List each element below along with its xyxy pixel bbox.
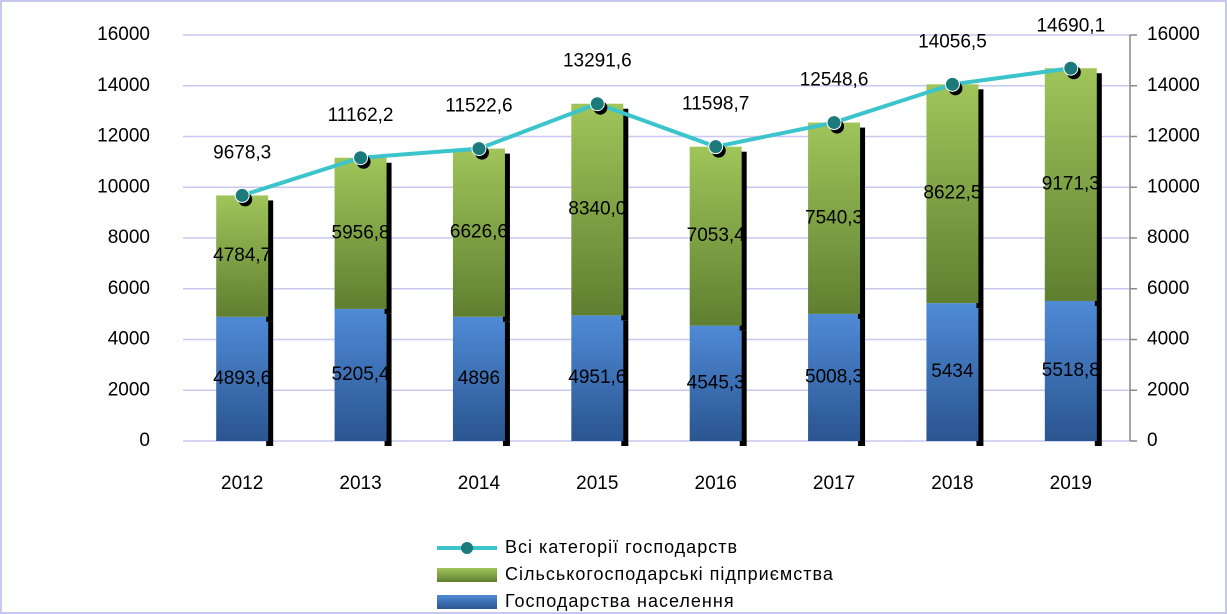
marker [471, 141, 487, 157]
bar [571, 315, 624, 441]
y-tick-label: 2000 [108, 379, 150, 400]
x-tick-label: 2018 [931, 473, 973, 494]
bar [216, 195, 269, 317]
value-label: 5434 [931, 361, 974, 382]
marker [826, 115, 842, 131]
y2-tick-label: 16000 [1147, 24, 1200, 45]
x-tick-label: 2012 [221, 473, 263, 494]
y-tick-label: 8000 [108, 227, 150, 248]
value-label: 5008,3 [805, 366, 863, 387]
marker [708, 139, 724, 155]
legend-marker [461, 542, 473, 554]
value-label: 5205,4 [332, 364, 391, 385]
bar-shadow [502, 153, 510, 322]
value-label: 8340,0 [568, 199, 626, 220]
bar [808, 122, 861, 314]
bar [1044, 300, 1097, 441]
y-tick-label: 0 [139, 430, 150, 451]
bar-shadow [621, 320, 629, 446]
marker [589, 96, 605, 112]
bar-shadow [739, 330, 747, 446]
value-label: 4951,6 [568, 367, 626, 388]
bar [334, 308, 387, 441]
bar [334, 157, 387, 309]
y-tick-label: 4000 [108, 329, 150, 350]
value-label: 4896 [458, 368, 500, 389]
value-label: 4893,6 [213, 368, 271, 389]
bar-shadow [858, 318, 866, 446]
bar-shadow [1094, 305, 1102, 446]
legend-label: Всі категорії господарств [505, 537, 738, 557]
x-tick-label: 2017 [813, 473, 855, 494]
bar [216, 316, 269, 441]
value-label: 14056,5 [918, 31, 987, 52]
legend-swatch [437, 568, 497, 582]
x-tick-label: 2019 [1050, 473, 1092, 494]
value-label: 11522,6 [445, 96, 512, 117]
bar-shadow [502, 321, 510, 446]
marker [944, 76, 960, 92]
bar [452, 148, 505, 317]
value-label: 5956,8 [332, 222, 390, 243]
legend-label: Сільськогосподарські підприємства [505, 564, 834, 584]
marker [1063, 60, 1079, 76]
legend-swatch [437, 595, 497, 609]
value-label: 11162,2 [328, 105, 394, 126]
x-tick-label: 2015 [576, 473, 618, 494]
line [241, 66, 1072, 198]
bar-shadow [976, 308, 984, 446]
y-tick-label: 6000 [108, 278, 150, 299]
bar [1044, 68, 1097, 301]
value-label: 9171,3 [1042, 174, 1100, 195]
y2-tick-label: 6000 [1147, 278, 1189, 299]
y2-tick-label: 14000 [1147, 75, 1200, 96]
y2-tick-label: 8000 [1147, 227, 1189, 248]
value-label: 5518,8 [1042, 360, 1100, 381]
legend-label: Господарства населення [505, 591, 735, 611]
bar-shadow [858, 127, 866, 319]
bar-shadow [1094, 73, 1102, 306]
value-label: 14690,1 [1036, 15, 1105, 36]
bar-shadow [976, 89, 984, 309]
value-label: 9678,3 [213, 142, 271, 163]
bar [689, 325, 742, 441]
value-label: 13291,6 [563, 51, 632, 72]
bar [808, 313, 861, 441]
value-label: 4545,3 [687, 372, 745, 393]
bar-shadow [266, 321, 274, 446]
x-tick-label: 2013 [339, 473, 381, 494]
value-label: 4784,7 [213, 245, 271, 266]
y2-tick-label: 10000 [1147, 176, 1200, 197]
value-label: 8622,5 [923, 183, 981, 204]
bar-shadow [384, 313, 392, 446]
bar [452, 316, 505, 441]
bar [571, 103, 624, 316]
y-tick-label: 10000 [97, 176, 150, 197]
y2-tick-label: 0 [1147, 430, 1158, 451]
y2-tick-label: 4000 [1147, 329, 1189, 350]
bar-shadow [621, 108, 629, 321]
y-tick-label: 12000 [97, 126, 150, 147]
y-tick-label: 14000 [97, 75, 150, 96]
bar [689, 146, 742, 326]
bar-shadow [384, 162, 392, 314]
marker [353, 150, 369, 166]
value-label: 11598,7 [682, 94, 749, 115]
value-label: 7053,4 [687, 225, 746, 246]
value-label: 12548,6 [800, 70, 869, 91]
bar-shadow [739, 151, 747, 331]
x-tick-label: 2016 [695, 473, 737, 494]
marker [234, 187, 250, 203]
x-tick-label: 2014 [458, 473, 501, 494]
value-label: 7540,3 [805, 207, 863, 228]
bar [926, 303, 979, 441]
bar-shadow [266, 200, 274, 322]
value-label: 6626,6 [450, 222, 508, 243]
y2-tick-label: 12000 [1147, 126, 1200, 147]
y-tick-label: 16000 [97, 24, 150, 45]
bar [926, 84, 979, 304]
y2-tick-label: 2000 [1147, 379, 1189, 400]
